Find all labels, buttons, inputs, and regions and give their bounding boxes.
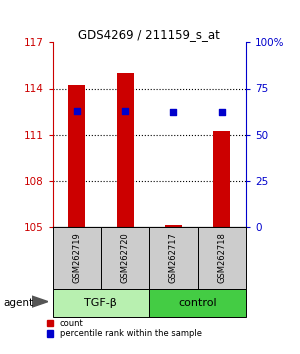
Point [171,110,176,115]
Bar [68,85,85,227]
Text: GSM262719: GSM262719 [72,232,81,283]
Text: GSM262720: GSM262720 [121,232,130,283]
Legend: count, percentile rank within the sample: count, percentile rank within the sample [46,319,202,338]
Bar [149,289,246,317]
Text: GSM262717: GSM262717 [169,232,178,283]
Point [74,108,79,113]
Point [219,110,224,115]
Title: GDS4269 / 211159_s_at: GDS4269 / 211159_s_at [78,28,220,41]
Text: agent: agent [3,298,33,308]
Polygon shape [32,296,48,307]
Bar [198,227,246,289]
Text: control: control [178,298,217,308]
Bar [52,227,101,289]
Bar [52,289,149,317]
Text: GSM262718: GSM262718 [217,232,226,283]
Bar [165,225,182,227]
Bar [213,131,230,227]
Bar [101,227,149,289]
Text: TGF-β: TGF-β [85,298,117,308]
Point [123,108,128,113]
Bar [149,227,198,289]
Bar [117,73,134,227]
